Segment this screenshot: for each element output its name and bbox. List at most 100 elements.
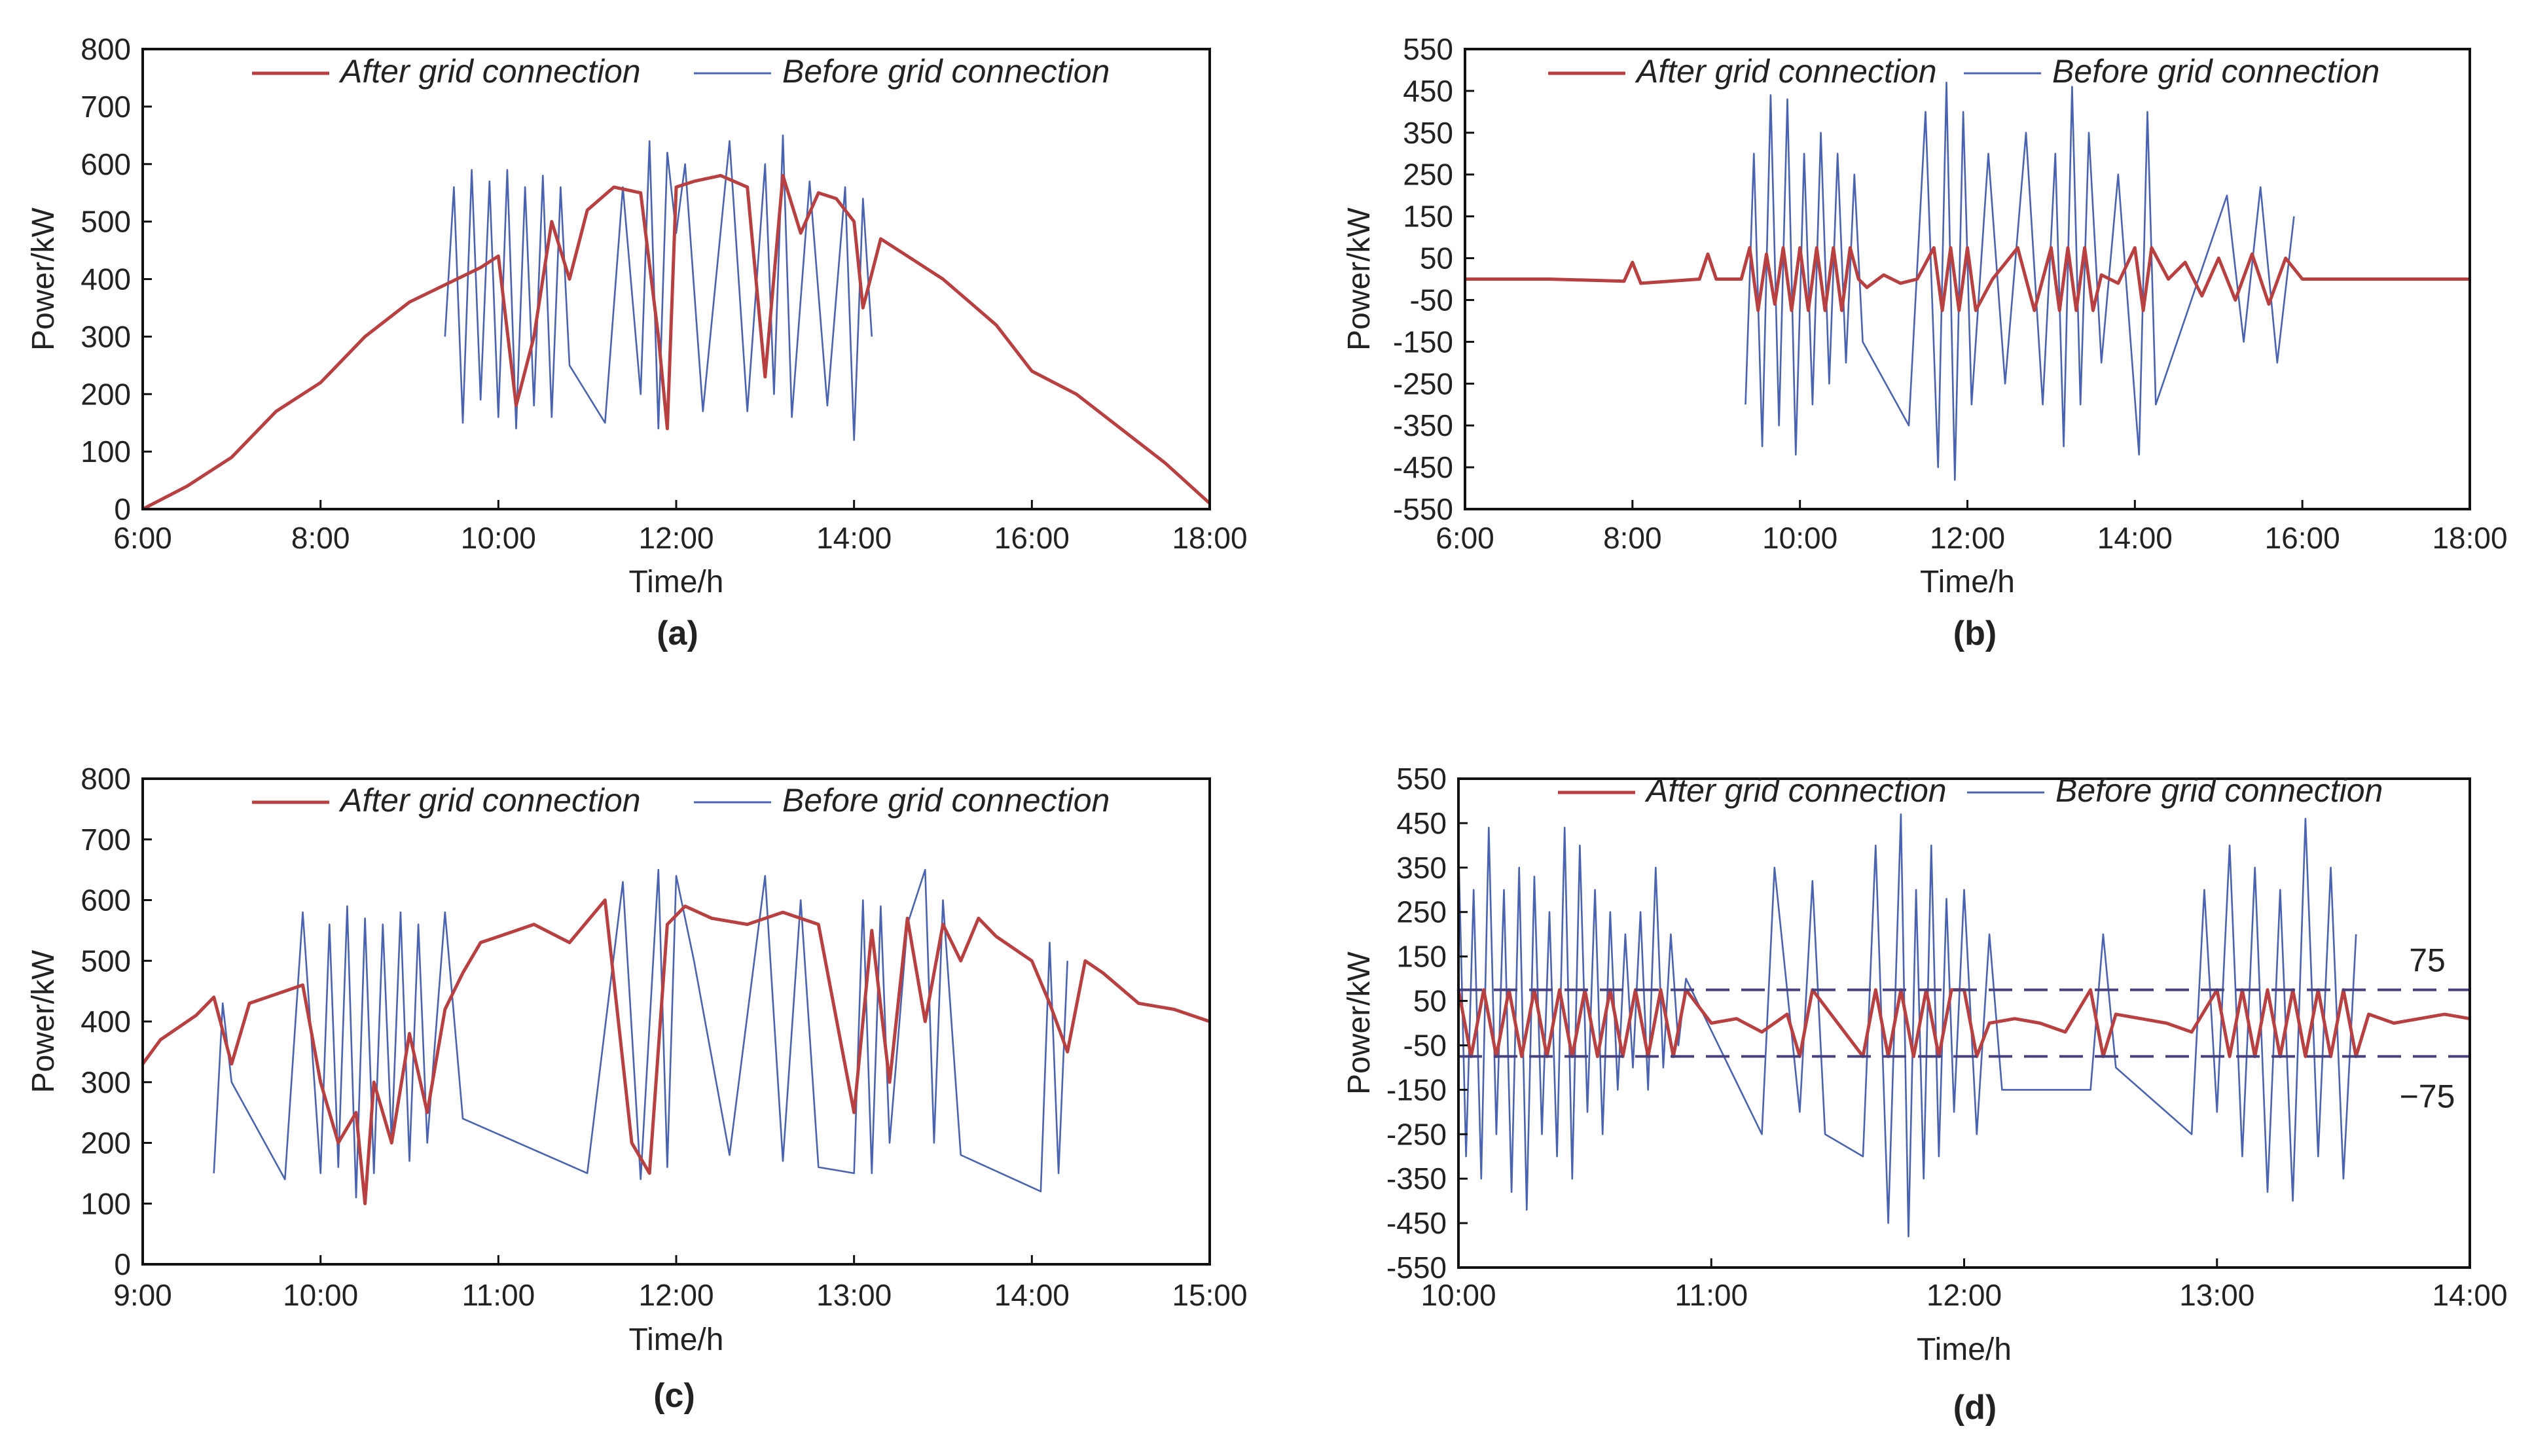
panel-c-xtick-label: 9:00: [113, 1278, 172, 1312]
panel-d-x-axis-title: Time/h: [1917, 1332, 2012, 1367]
panel-b-xtick-label: 12:00: [1930, 521, 2005, 555]
panel-d-xtick-label: 13:00: [2179, 1278, 2254, 1312]
panel-b-legend-label-after: After grid connection: [1635, 53, 1937, 90]
panel-d-ytick-label: 450: [1396, 806, 1447, 840]
panel-d-series-before-line: [1457, 813, 2357, 1237]
chart-panel-c: (c) 0 100 200 300 400 500 600 700 800 9:00 10:00 11…: [26, 762, 1248, 1415]
panel-c-xtick-label: 15:00: [1172, 1278, 1247, 1312]
panel-a-ytick-label: 600: [81, 147, 131, 181]
panel-b-xtick-label: 16:00: [2265, 521, 2340, 555]
chart-panel-b: (b) -550 -450 -350 -250 -150 -50 50 150 250 350 45…: [1342, 32, 2508, 652]
panel-d-ytick-label: -150: [1386, 1073, 1447, 1107]
panel-d-ytick-label: -450: [1386, 1206, 1447, 1240]
panel-d-xtick-label: 11:00: [1674, 1278, 1748, 1312]
panel-a-xtick-label: 16:00: [994, 521, 1070, 555]
panel-c-ytick-label: 600: [81, 883, 131, 917]
panel-d-xtick-label: 12:00: [1926, 1278, 2002, 1312]
panel-b-ytick-label: 50: [1420, 241, 1453, 275]
panel-a-y-axis-title: Power/kW: [26, 207, 61, 350]
panel-a-ytick-label: 200: [81, 377, 131, 411]
panel-c-ytick-label: 400: [81, 1004, 131, 1039]
panel-a-ytick-label: 800: [81, 32, 131, 66]
panel-a-plot-frame: [141, 48, 1211, 510]
panel-b-series-after-line: [1465, 246, 2470, 312]
panel-b-x-axis-title: Time/h: [1920, 565, 2015, 599]
panel-c-plot-frame: [141, 777, 1211, 1266]
panel-c-xtick-label: 10:00: [283, 1278, 358, 1312]
panel-a-xtick-label: 8:00: [291, 521, 350, 555]
panel-d-ytick-label: 50: [1413, 984, 1447, 1018]
panel-b-ytick-label: -350: [1393, 408, 1453, 442]
panel-d-ytick-label: -550: [1386, 1251, 1447, 1285]
panel-a-xtick-label: 10:00: [461, 521, 536, 555]
panel-d-plot-frame: [1457, 777, 2471, 1269]
panel-a-ytick-label: 0: [114, 492, 131, 526]
panel-a-label: (a): [657, 614, 698, 652]
panel-c-series-before-line: [213, 868, 1068, 1199]
panel-b-xtick-label: 8:00: [1603, 521, 1662, 555]
panel-a-series-after-line: [141, 173, 1211, 511]
panel-d-xtick-label: 10:00: [1420, 1278, 1496, 1312]
panel-c-series-after-line: [141, 898, 1210, 1205]
panel-b-ytick-label: -450: [1393, 450, 1453, 484]
panel-c-xtick-label: 13:00: [816, 1278, 892, 1312]
panel-c-y-axis-title: Power/kW: [26, 950, 61, 1093]
panel-a-xtick-label: 6:00: [113, 521, 172, 555]
panel-d-legend-label-before: Before grid connection: [2055, 772, 2383, 809]
panel-c-ytick-label: 700: [81, 823, 131, 857]
panel-c-ytick-label: 300: [81, 1065, 131, 1099]
panel-c-ytick-label: 800: [81, 762, 131, 796]
panel-b-ytick-label: 250: [1403, 158, 1453, 192]
chart-panel-a: (a) 0 100 200 300 400 500 600 700 800 6:00 8:00 10:…: [26, 32, 1248, 652]
panel-a-ytick-label: 400: [81, 262, 131, 296]
panel-b-ytick-label: 350: [1403, 116, 1453, 150]
panel-b-y-axis-title: Power/kW: [1342, 207, 1377, 350]
panel-d-ytick-label: 350: [1396, 851, 1447, 885]
panel-a-xtick-label: 14:00: [816, 521, 892, 555]
panel-b-ytick-label: -250: [1393, 366, 1453, 400]
panel-d-label: (d): [1953, 1389, 1997, 1427]
panel-d-ytick-label: 250: [1396, 895, 1447, 929]
panel-a-ytick-label: 700: [81, 90, 131, 124]
panel-d-series-after-line: [1456, 988, 2470, 1058]
panel-c-xtick-label: 14:00: [994, 1278, 1070, 1312]
panel-c-xtick-label: 11:00: [461, 1278, 535, 1312]
panel-c-ytick-label: 200: [81, 1126, 131, 1160]
panel-d-ytick-label: 150: [1396, 940, 1447, 974]
chart-panel-d: (d) 75 −75 -550 -450 -350 -250 -150 -50 50 150 250…: [1342, 762, 2508, 1427]
panel-a-series-before-line: [444, 134, 873, 441]
panel-b-ytick-label: -150: [1393, 325, 1453, 359]
panel-a-legend-label-after: After grid connection: [338, 53, 641, 90]
panel-c-legend-label-after: After grid connection: [338, 782, 641, 819]
panel-d-legend-label-after: After grid connection: [1644, 772, 1947, 809]
panel-b-ytick-label: -550: [1393, 492, 1453, 526]
panel-a-ytick-label: 500: [81, 205, 131, 239]
panel-c-ytick-label: 0: [114, 1247, 131, 1281]
panel-c-xtick-label: 12:00: [638, 1278, 714, 1312]
panel-b-legend-label-before: Before grid connection: [2052, 53, 2379, 90]
panel-a-legend-label-before: Before grid connection: [782, 53, 1110, 90]
panel-b-ytick-label: -50: [1410, 283, 1453, 317]
panel-b-ytick-label: 550: [1403, 32, 1453, 66]
panel-d-ytick-label: -50: [1403, 1028, 1447, 1062]
panel-b-label: (b): [1953, 614, 1997, 652]
panel-b-ytick-label: 150: [1403, 200, 1453, 234]
panel-b-ytick-label: 450: [1403, 74, 1453, 108]
panel-c-ytick-label: 100: [81, 1186, 131, 1220]
panel-c-x-axis-title: Time/h: [629, 1323, 724, 1357]
panel-b-xtick-label: 18:00: [2432, 521, 2507, 555]
panel-c-legend-label-before: Before grid connection: [782, 782, 1110, 819]
panel-b-xtick-label: 10:00: [1762, 521, 1837, 555]
panel-a-ytick-label: 100: [81, 435, 131, 469]
panel-a-x-axis-title: Time/h: [629, 565, 724, 599]
panel-d-ytick-label: -350: [1386, 1162, 1447, 1196]
panel-d-reference-label-0: 75: [2409, 942, 2446, 979]
panel-b-xtick-label: 6:00: [1436, 521, 1494, 555]
panel-d-ytick-label: 550: [1396, 762, 1447, 796]
panel-c-label: (c): [653, 1377, 695, 1415]
panel-b-xtick-label: 14:00: [2097, 521, 2173, 555]
panel-d-ytick-label: -250: [1386, 1117, 1447, 1151]
panel-d-y-axis-title: Power/kW: [1342, 951, 1377, 1094]
panel-a-xtick-label: 12:00: [638, 521, 714, 555]
